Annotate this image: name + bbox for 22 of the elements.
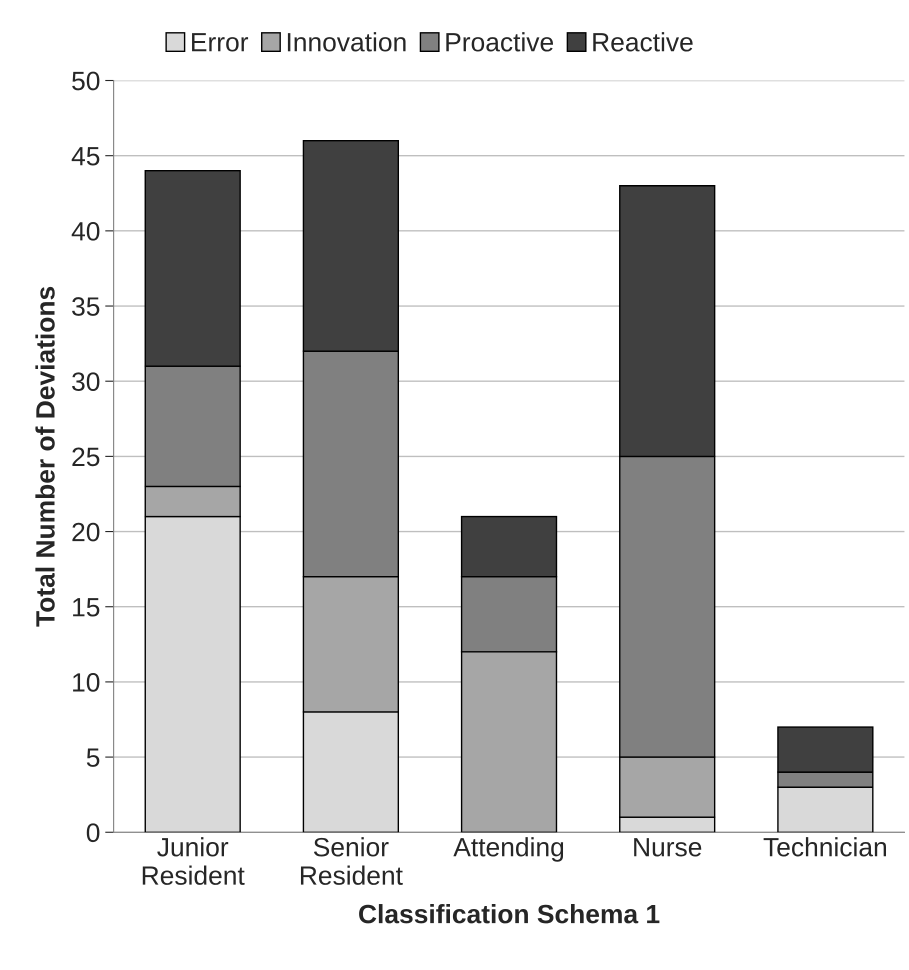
legend-label: Error	[192, 33, 248, 52]
y-tick-label: 10	[73, 673, 100, 692]
y-axis-title: Total Number of Deviations	[35, 286, 55, 627]
y-tick-label: 5	[86, 748, 100, 767]
y-tick-label: 30	[72, 372, 100, 392]
legend-label: Reactive	[593, 32, 693, 52]
y-tick-label: 40	[72, 222, 100, 241]
y-tick-label: 25	[72, 448, 100, 466]
x-tick-label: Senior Resident	[300, 837, 403, 885]
y-tick-label: 35	[72, 297, 100, 316]
x-tick-label: Technician	[764, 837, 886, 857]
y-tick-label: 50	[72, 72, 100, 90]
legend-label: Proactive	[446, 32, 554, 52]
x-tick-label: Attending	[453, 837, 564, 862]
y-tick-label: 0	[86, 823, 100, 842]
legend-label: Innovation	[288, 32, 406, 52]
y-tick-label: 45	[72, 147, 100, 166]
y-tick-label: 20	[72, 522, 100, 542]
x-axis-title: Classification Schema 1	[359, 904, 660, 924]
y-tick-label: 15	[73, 598, 100, 617]
x-tick-label: Nurse	[634, 838, 702, 857]
x-tick-label: Junior Resident	[142, 837, 245, 885]
